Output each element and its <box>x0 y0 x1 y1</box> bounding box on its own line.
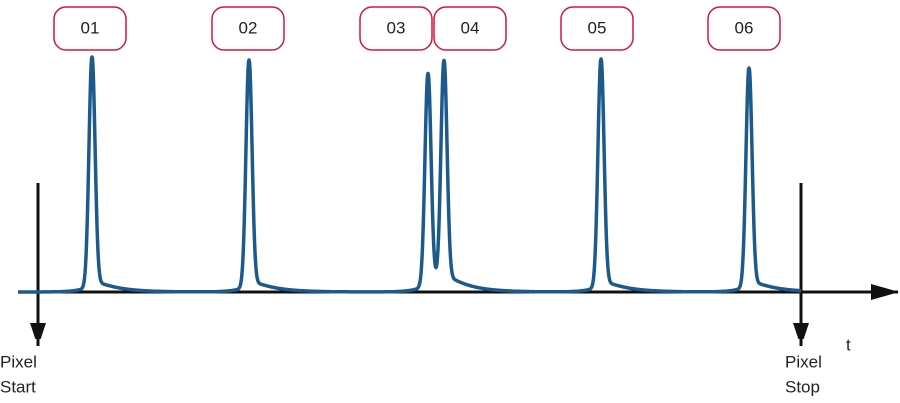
peak-label: 03 <box>387 18 406 37</box>
peak-label: 04 <box>461 18 480 37</box>
peak-label-box <box>359 6 433 51</box>
peak-label-box <box>560 6 634 51</box>
peak-label: 02 <box>239 18 258 37</box>
axis-label: t <box>846 335 851 354</box>
start-label: Pixel <box>0 352 37 371</box>
stop-label: Pixel <box>785 352 822 371</box>
peak-label-box <box>433 6 507 51</box>
peak-label-box <box>211 6 285 51</box>
start-label: Start <box>0 377 36 396</box>
stop-label: Stop <box>785 377 820 396</box>
peak-label-box <box>53 6 127 51</box>
peak-label: 05 <box>588 18 607 37</box>
peak-labels: 01 02 03 04 05 06 <box>53 6 781 51</box>
peak-label: 06 <box>735 18 754 37</box>
peak-label: 01 <box>81 18 100 37</box>
peak-label-box <box>707 6 781 51</box>
signal-curve <box>16 55 803 294</box>
